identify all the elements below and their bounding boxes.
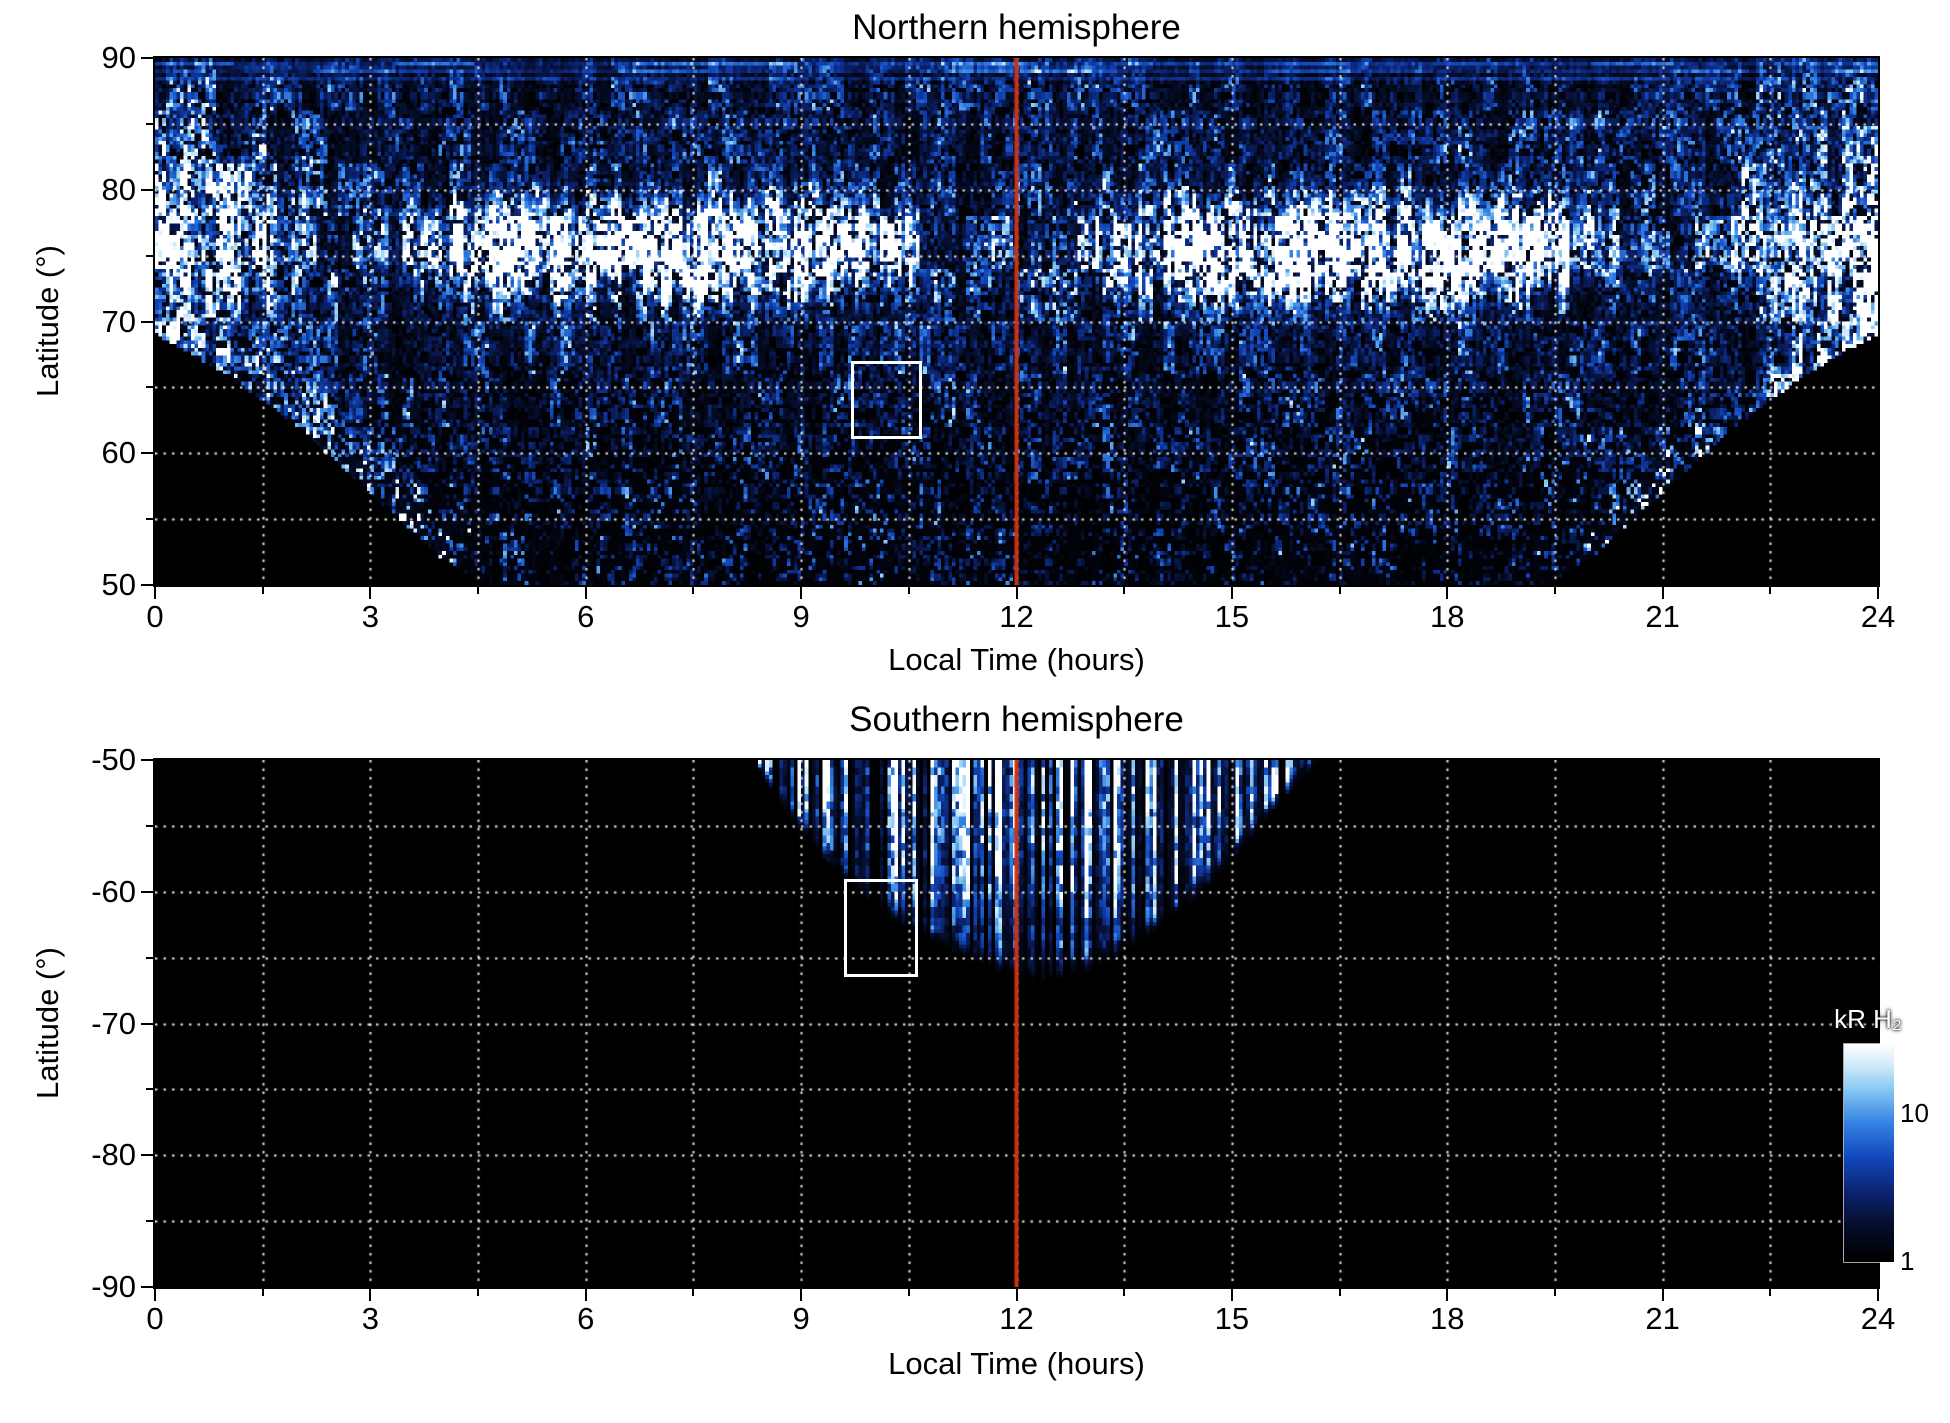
x-tick-mark [1230,1289,1233,1301]
x-tick-mark [584,587,587,599]
y-tick-label: 50 [101,567,136,602]
x-tick-label: 6 [577,1301,595,1336]
y-minor-tick-mark [146,254,153,257]
x-minor-tick-mark [692,587,695,594]
colorbar-tick-label: 10 [1900,1098,1929,1129]
x-tick-mark [1015,1289,1018,1301]
y-tick-label: -50 [91,742,136,777]
y-tick-mark [141,188,153,191]
x-minor-tick-mark [1338,1289,1341,1296]
south-plot-area [153,758,1880,1289]
x-minor-tick-mark [1553,587,1556,594]
x-tick-label: 24 [1860,1301,1896,1336]
y-minor-tick-mark [146,518,153,521]
x-tick-label: 15 [1214,1301,1250,1336]
south-highlight-box [844,878,919,977]
y-tick-label: 90 [101,40,136,75]
y-minor-tick-mark [146,386,153,389]
y-tick-mark [141,57,153,59]
x-tick-mark [1230,587,1233,599]
north-x-axis-label: Local Time (hours) [888,642,1145,677]
x-minor-tick-mark [261,587,264,594]
x-minor-tick-mark [477,587,480,594]
x-tick-label: 15 [1214,599,1250,634]
y-minor-tick-mark [146,1088,153,1091]
south-panel-title: Southern hemisphere [849,700,1184,739]
north-plot-area [153,56,1880,587]
y-minor-tick-mark [146,122,153,125]
x-tick-mark [800,1289,803,1301]
x-tick-mark [584,1289,587,1301]
y-tick-label: -80 [91,1137,136,1173]
colorbar [1843,1043,1895,1263]
north-grid-overlay-canvas [155,58,1878,585]
y-tick-mark [141,1286,153,1288]
x-tick-label: 18 [1430,1301,1465,1336]
x-tick-label: 12 [999,1301,1034,1336]
x-tick-label: 0 [146,599,164,634]
y-tick-label: 60 [101,435,136,471]
y-minor-tick-mark [146,956,153,959]
x-tick-mark [1661,587,1664,599]
x-tick-mark [1446,587,1449,599]
x-minor-tick-mark [1123,1289,1126,1296]
x-minor-tick-mark [1338,587,1341,594]
y-tick-mark [141,1022,153,1025]
x-tick-label: 18 [1430,599,1465,634]
south-grid-overlay-canvas [155,760,1878,1287]
y-tick-label: -70 [91,1005,136,1041]
y-tick-mark [141,584,153,586]
x-tick-mark [1877,587,1879,599]
north-highlight-box [851,361,922,440]
x-tick-mark [154,1289,156,1301]
y-tick-label: 80 [101,171,136,207]
y-tick-mark [141,1154,153,1157]
y-tick-mark [141,452,153,455]
x-tick-label: 3 [361,599,379,634]
y-tick-mark [141,890,153,893]
x-tick-label: 3 [361,1301,379,1336]
x-tick-label: 0 [146,1301,164,1336]
x-tick-mark [1015,587,1018,599]
x-tick-label: 6 [577,599,595,634]
x-minor-tick-mark [1769,587,1772,594]
y-tick-label: 70 [101,303,136,339]
x-minor-tick-mark [477,1289,480,1296]
y-tick-label: -60 [91,873,136,909]
x-minor-tick-mark [1769,1289,1772,1296]
x-tick-mark [369,587,372,599]
y-minor-tick-mark [146,1220,153,1223]
colorbar-label: kR H₂ [1834,1004,1902,1034]
x-tick-label: 24 [1860,599,1896,634]
x-minor-tick-mark [1123,587,1126,594]
y-tick-mark [141,320,153,323]
x-tick-label: 21 [1645,599,1680,634]
south-x-axis-label: Local Time (hours) [888,1346,1145,1381]
x-tick-label: 9 [792,599,810,634]
north-panel-title: Northern hemisphere [852,8,1181,47]
x-tick-mark [1446,1289,1449,1301]
x-tick-mark [154,587,156,599]
x-minor-tick-mark [907,1289,910,1296]
y-tick-mark [141,759,153,761]
x-tick-mark [800,587,803,599]
y-minor-tick-mark [146,824,153,827]
x-tick-mark [369,1289,372,1301]
x-minor-tick-mark [907,587,910,594]
x-minor-tick-mark [692,1289,695,1296]
x-tick-label: 9 [792,1301,810,1336]
x-minor-tick-mark [261,1289,264,1296]
colorbar-tick-label: 1 [1900,1246,1915,1276]
y-tick-label: -90 [91,1269,136,1304]
x-minor-tick-mark [1553,1289,1556,1296]
x-tick-mark [1661,1289,1664,1301]
x-tick-label: 21 [1645,1301,1680,1336]
x-tick-mark [1877,1289,1879,1301]
x-tick-label: 12 [999,599,1034,634]
